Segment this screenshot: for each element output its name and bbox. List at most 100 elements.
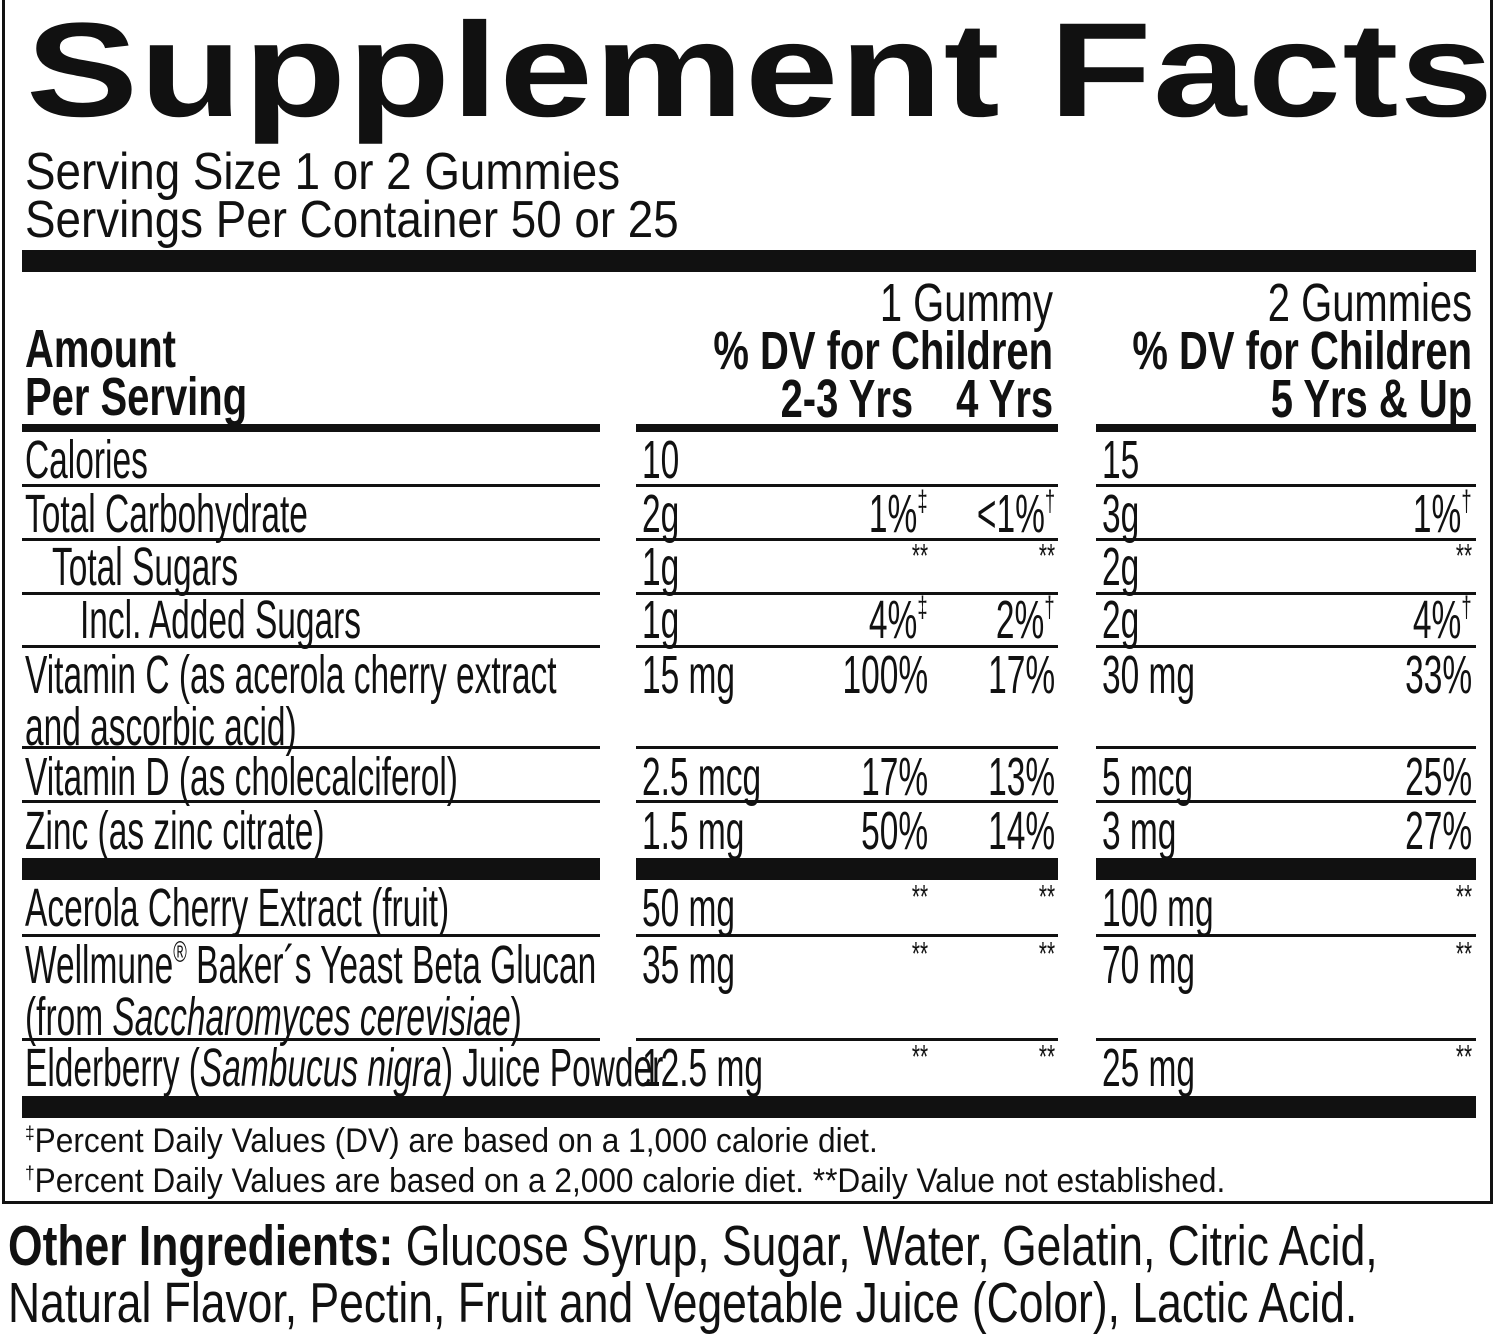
nutrient-name: Calories [25,433,148,487]
nutrient-name: Zinc (as zinc citrate) [25,804,325,858]
servings-per-container: Servings Per Container 50 or 25 [25,191,679,249]
col1-title: 1 Gummy [879,273,1053,333]
row-divider [636,592,1058,595]
nutrient-name-part: Calories [25,430,148,490]
nutrient-name-part: ® [173,936,187,970]
nutrient-name-part: (from [25,987,113,1047]
amount-1-gummy: 2.5 mcg [642,750,761,804]
nutrient-name-part: Saccharomyces cerevisiae [112,987,511,1047]
row-divider [636,645,1058,648]
dv-4-yrs: 13% [988,750,1055,804]
dv-value: 27% [1404,801,1472,861]
row-divider [22,645,600,648]
nutrient-name-part: Zinc (as zinc citrate) [25,801,325,861]
amount-value: 3 mg [1102,801,1177,861]
row-divider [636,538,1058,541]
dv-value: ** [1038,879,1055,916]
amount-value: 2.5 mcg [642,747,762,807]
amount-1-gummy: 10 [642,433,679,487]
amount-per-serving-line1: Amount [25,319,176,379]
nutrient-name-part: Sambucus nigra [199,1038,442,1098]
dv-footnote-mark: † [1044,591,1055,625]
dv-value: ** [1455,1039,1472,1076]
dv-5-yrs-up: ** [1456,540,1472,594]
amount-value: 100 mg [1102,878,1214,938]
row-divider [22,934,600,937]
row-divider [22,484,600,487]
amount-2-gummies: 100 mg [1102,881,1214,935]
dv-4-yrs: ** [1039,540,1055,594]
dv-4-yrs: ** [1039,881,1055,935]
thick-divider [1096,858,1476,880]
dv-4-yrs: <1%† [977,487,1055,541]
other-ingredients-label: Other Ingredients: [8,1214,394,1278]
row-divider [1096,484,1476,487]
page-title: Supplement Facts [26,0,1495,145]
nutrient-name: Vitamin C (as acerola cherry extract [25,648,557,702]
row-divider [1096,645,1476,648]
header-divider [1096,424,1476,432]
amount-value: 1g [642,537,680,597]
nutrient-name: Elderberry (Sambucus nigra) Juice Powder [25,1041,663,1095]
amount-value: 1g [642,590,680,650]
amount-1-gummy: 50 mg [642,881,735,935]
dv-4-yrs: 17% [988,648,1055,702]
amount-1-gummy: 12.5 mg [642,1041,763,1095]
nutrient-name: Vitamin D (as cholecalciferol) [25,750,458,804]
dv-4-yrs: 2%† [996,593,1055,647]
amount-value: 15 [1102,430,1140,490]
dv-5-yrs-up: ** [1456,938,1472,992]
footnote-text: Percent Daily Values are based on a 2,00… [34,1162,1226,1201]
dv-5-yrs-up: 25% [1405,750,1472,804]
dv-value: ** [1038,936,1055,973]
amount-value: 70 mg [1102,935,1196,995]
amount-1-gummy: 1.5 mg [642,804,744,858]
dv-value: ** [911,1039,928,1076]
dv-value: 1% [1413,484,1462,544]
dv-value: 33% [1404,645,1472,705]
dv-value: ** [911,879,928,916]
amount-value: 5 mcg [1102,747,1194,807]
amount-2-gummies: 3 mg [1102,804,1176,858]
col1-age-4: 4 Yrs [955,369,1053,429]
dv-value: 50% [860,801,928,861]
footnote-text: Percent Daily Values (DV) are based on a… [34,1122,878,1161]
dv-value: 13% [987,747,1055,807]
amount-2-gummies: 30 mg [1102,648,1195,702]
footnote-1000-calorie: ‡Percent Daily Values (DV) are based on … [25,1122,878,1161]
supplement-facts-panel [2,0,1493,1204]
nutrient-name-part: ) [510,987,522,1047]
row-divider [1096,592,1476,595]
amount-value: 50 mg [642,878,736,938]
dv-value: ** [911,936,928,973]
dv-4-yrs: 14% [988,804,1055,858]
amount-2-gummies: 2g [1102,540,1139,594]
dv-2-3-yrs: 4%‡ [869,593,928,647]
nutrient-name-part: Vitamin C (as acerola cherry extract [25,645,557,705]
nutrient-name-part: Total Sugars [52,537,239,597]
nutrient-name: Acerola Cherry Extract (fruit) [25,881,449,935]
col1-subtitle: % DV for Children [713,321,1053,381]
dv-value: 100% [842,645,928,705]
dv-5-yrs-up: ** [1456,881,1472,935]
header-divider [22,424,600,432]
dv-footnote-mark: ‡ [917,591,928,625]
amount-2-gummies: 15 [1102,433,1139,487]
dv-value: ** [1455,936,1472,973]
nutrient-name-part: Vitamin D (as cholecalciferol) [25,747,458,807]
dv-value: 1% [869,484,918,544]
row-divider [22,746,600,749]
dv-value: 25% [1404,747,1472,807]
thick-divider [22,858,600,880]
col1-age-2-3: 2-3 Yrs [780,369,913,429]
amount-value: 12.5 mg [642,1038,763,1098]
thick-divider [636,858,1058,880]
row-divider [636,746,1058,749]
amount-value: 30 mg [1102,645,1196,705]
amount-1-gummy: 35 mg [642,938,735,992]
amount-value: 25 mg [1102,1038,1196,1098]
other-ingredients-line2: Natural Flavor, Pectin, Fruit and Vegeta… [8,1271,1358,1335]
amount-1-gummy: 1g [642,540,679,594]
dv-value: 14% [987,801,1055,861]
row-divider [22,538,600,541]
